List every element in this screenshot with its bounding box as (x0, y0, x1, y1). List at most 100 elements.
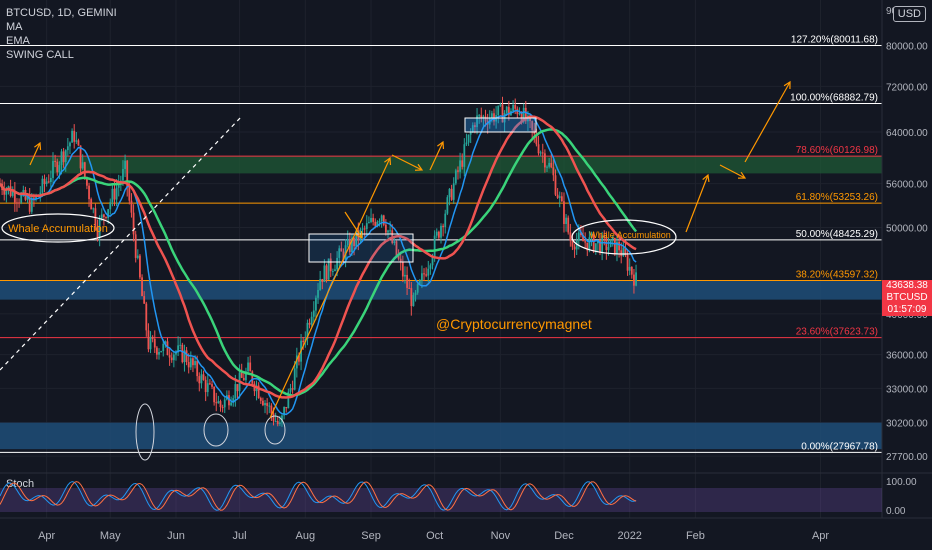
candle-body (613, 237, 616, 255)
candle-body (361, 228, 364, 230)
candle-body (132, 212, 135, 235)
candle-body (52, 161, 54, 178)
candle-body (147, 330, 150, 350)
candle-body (457, 170, 459, 172)
support-zone-lower (0, 422, 882, 450)
candle-body (353, 237, 355, 247)
candle-body (372, 217, 375, 222)
candle-body (251, 371, 254, 384)
candle-body (327, 258, 330, 280)
candle-body (323, 265, 326, 282)
candle-body (454, 170, 457, 184)
stoch-tick-low: 0.00 (886, 506, 906, 517)
candle-body (543, 153, 546, 168)
candle-body (16, 202, 18, 204)
candle-body (107, 209, 110, 218)
legend-indicator-swing-call[interactable]: SWING CALL (6, 49, 74, 61)
whale-label-left: Whale Accumulation (8, 223, 108, 235)
candle-body (599, 240, 601, 254)
candle-body (64, 150, 67, 163)
candle-body (363, 228, 366, 230)
candle-body (270, 405, 273, 414)
candle-body (155, 347, 158, 355)
candle-body (518, 113, 521, 115)
candle-body (100, 214, 103, 219)
arrow-head (355, 230, 363, 240)
price-axis-tick: 30200.00 (886, 419, 928, 430)
candle-body (308, 322, 311, 325)
candle-body (285, 406, 288, 409)
currency-button[interactable]: USD (892, 6, 926, 22)
arrow-head (437, 140, 445, 150)
dashed-trendline (0, 115, 243, 371)
candle-body (594, 243, 597, 252)
candle-body (66, 146, 69, 151)
candle-body (321, 278, 324, 282)
candle-body (370, 217, 372, 223)
candle-body (501, 104, 504, 123)
candle-body (49, 177, 52, 183)
candle-body (47, 181, 50, 183)
candle-body (497, 105, 500, 116)
price-axis-tick: 36000.00 (886, 351, 928, 362)
candle-body (603, 235, 606, 238)
projection-arrow (269, 157, 391, 419)
legend-indicator-ema[interactable]: EMA (6, 35, 30, 47)
candle-body (96, 226, 99, 238)
candle-body (469, 131, 472, 135)
candle-body (380, 215, 383, 222)
ema-green-line (0, 128, 638, 397)
candle-body (493, 113, 495, 122)
candle-body (624, 247, 627, 255)
fib-label: 0.00%(27967.78) (801, 441, 878, 452)
candle-body (556, 194, 559, 198)
candle-body (211, 384, 213, 387)
candle-body (312, 310, 315, 317)
candle-body (586, 242, 589, 251)
candle-body (302, 340, 305, 343)
candle-body (179, 344, 182, 346)
candle-body (512, 105, 514, 111)
arrow-head (414, 163, 424, 171)
projection-arrow (391, 154, 423, 171)
fib-label: 38.20%(43597.32) (796, 270, 878, 281)
candle-body (234, 384, 237, 399)
bottom-ellipse-3 (264, 415, 286, 445)
whale-ellipse-left (1, 213, 115, 243)
candle-body (565, 217, 567, 224)
candle-body (406, 274, 408, 288)
candle-body (569, 232, 572, 241)
candle-body (5, 189, 8, 195)
watermark-text: @Cryptocurrencymagnet (436, 316, 592, 332)
candle-body (102, 214, 105, 217)
candle-body (418, 280, 421, 285)
candle-body (35, 195, 37, 200)
candle-body (18, 202, 20, 204)
candle-body (298, 355, 300, 362)
candle-body (172, 354, 175, 361)
candle-body (274, 421, 277, 423)
candle-body (278, 422, 281, 425)
fib-label: 100.00%(68882.79) (790, 92, 878, 103)
candle-body (478, 115, 481, 117)
candle-body (60, 151, 63, 166)
arrow-head (783, 80, 791, 90)
candle-body (459, 160, 461, 172)
candle-body (393, 241, 396, 243)
candle-body (552, 167, 555, 176)
projection-arrow (719, 164, 746, 179)
candle-body (213, 386, 216, 403)
candle-body (580, 232, 582, 236)
candle-body (554, 175, 557, 195)
legend-indicator-ma[interactable]: MA (6, 21, 23, 33)
candle-body (206, 383, 209, 393)
candle-body (20, 194, 23, 203)
candle-body (325, 265, 328, 280)
candle-body (75, 140, 78, 142)
candle-body (310, 316, 313, 325)
candle-body (389, 230, 392, 232)
candle-body (463, 144, 466, 167)
candle-body (287, 391, 290, 409)
candle-body (41, 178, 44, 193)
